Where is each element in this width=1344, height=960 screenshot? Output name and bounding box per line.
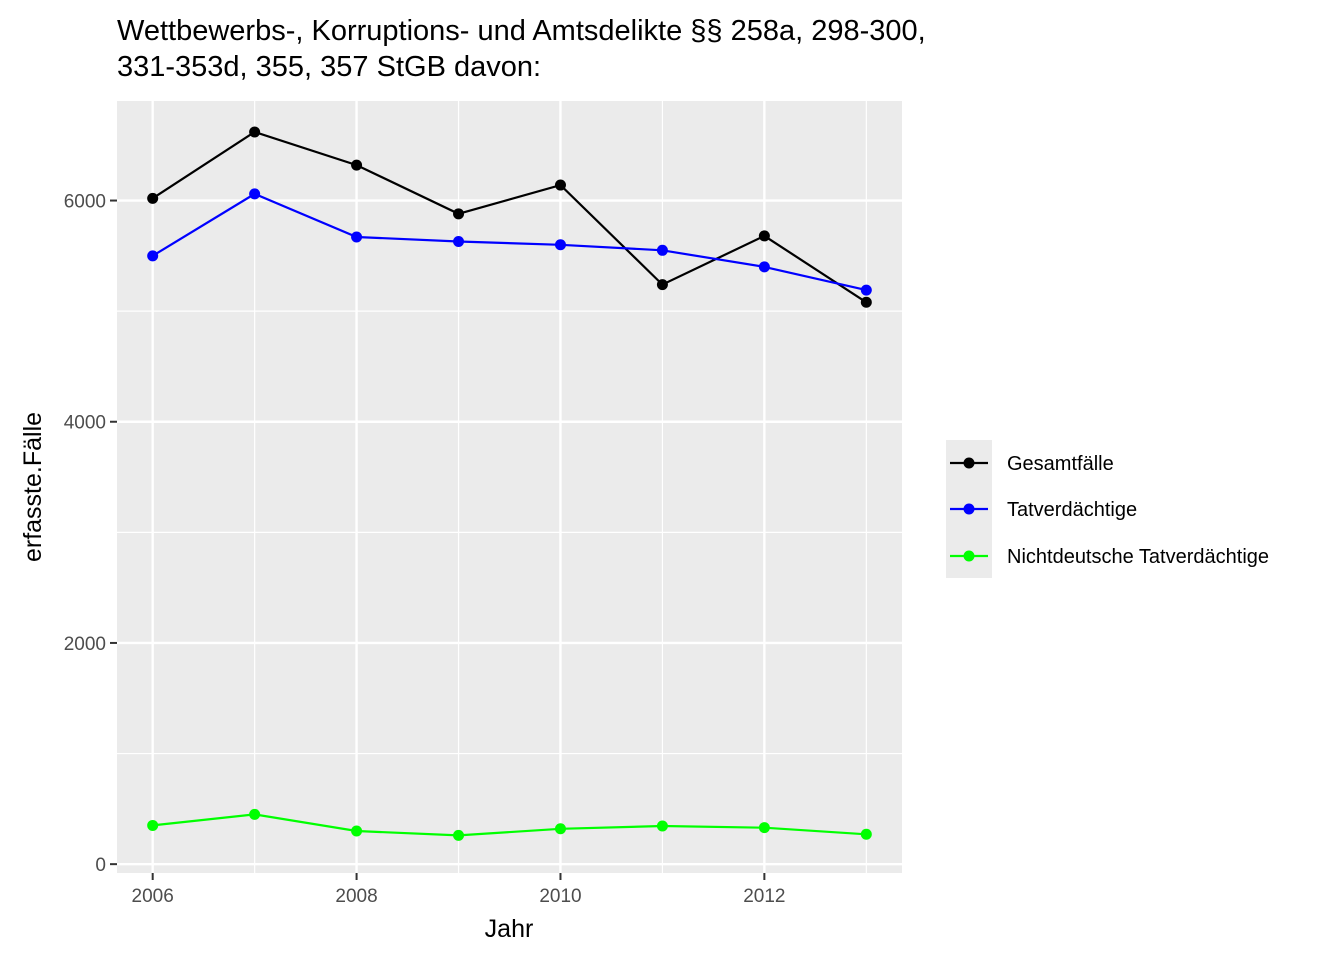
x-tick-label: 2006 <box>132 886 174 907</box>
data-point <box>147 250 159 262</box>
data-point <box>554 239 566 251</box>
series-line-1 <box>152 130 867 304</box>
chart-title-line-2: 331-353d, 355, 357 StGB davon: <box>117 51 541 83</box>
data-point <box>249 126 261 138</box>
data-point <box>860 284 872 296</box>
major-gridlines <box>117 101 902 873</box>
x-axis-title: Jahr <box>485 915 534 943</box>
data-point <box>860 296 872 308</box>
x-tick-label: 2008 <box>335 886 377 907</box>
legend-label: Nichtdeutsche Tatverdächtige <box>1007 546 1269 568</box>
data-point <box>249 808 261 820</box>
axis-ticks <box>110 199 766 880</box>
data-point <box>453 235 465 247</box>
data-point <box>656 820 668 832</box>
data-point <box>554 823 566 835</box>
data-point <box>758 822 770 834</box>
series-line-2 <box>152 192 867 292</box>
data-point <box>351 159 363 171</box>
data-point <box>656 244 668 256</box>
data-point <box>351 825 363 837</box>
data-point <box>249 188 261 200</box>
y-tick-label: 6000 <box>64 192 106 213</box>
data-point <box>758 230 770 242</box>
data-point <box>351 231 363 243</box>
legend: Gesamtfälle Tatverdächtige Nichtdeutsche T… <box>946 440 1269 578</box>
legend-key-point <box>963 457 975 469</box>
y-axis-title: erfasste.Fälle <box>19 412 47 562</box>
x-tick-label: 2010 <box>539 886 581 907</box>
data-point <box>554 179 566 191</box>
chart-title-line-1: Wettbewerbs-, Korruptions- und Amtsdelik… <box>117 15 926 47</box>
data-point <box>656 279 668 291</box>
data-point <box>758 261 770 273</box>
data-point <box>147 819 159 831</box>
data-point <box>453 208 465 220</box>
y-tick-label: 4000 <box>64 413 106 434</box>
data-point <box>860 828 872 840</box>
y-tick-label: 0 <box>95 855 106 876</box>
legend-key-point <box>963 550 975 562</box>
minor-gridlines <box>117 101 902 873</box>
legend-label: Gesamtfälle <box>1007 453 1114 475</box>
series-line-3 <box>152 813 867 837</box>
series-layer <box>147 126 872 841</box>
y-tick-label: 2000 <box>64 634 106 655</box>
legend-key-point <box>963 503 975 515</box>
legend-label: Tatverdächtige <box>1007 499 1137 521</box>
data-point <box>147 192 159 204</box>
x-tick-label: 2012 <box>743 886 785 907</box>
data-point <box>453 829 465 841</box>
plot-panel <box>117 101 902 873</box>
tick-labels: 0 2000 4000 6000 2006 2008 2010 2012 <box>64 192 786 907</box>
